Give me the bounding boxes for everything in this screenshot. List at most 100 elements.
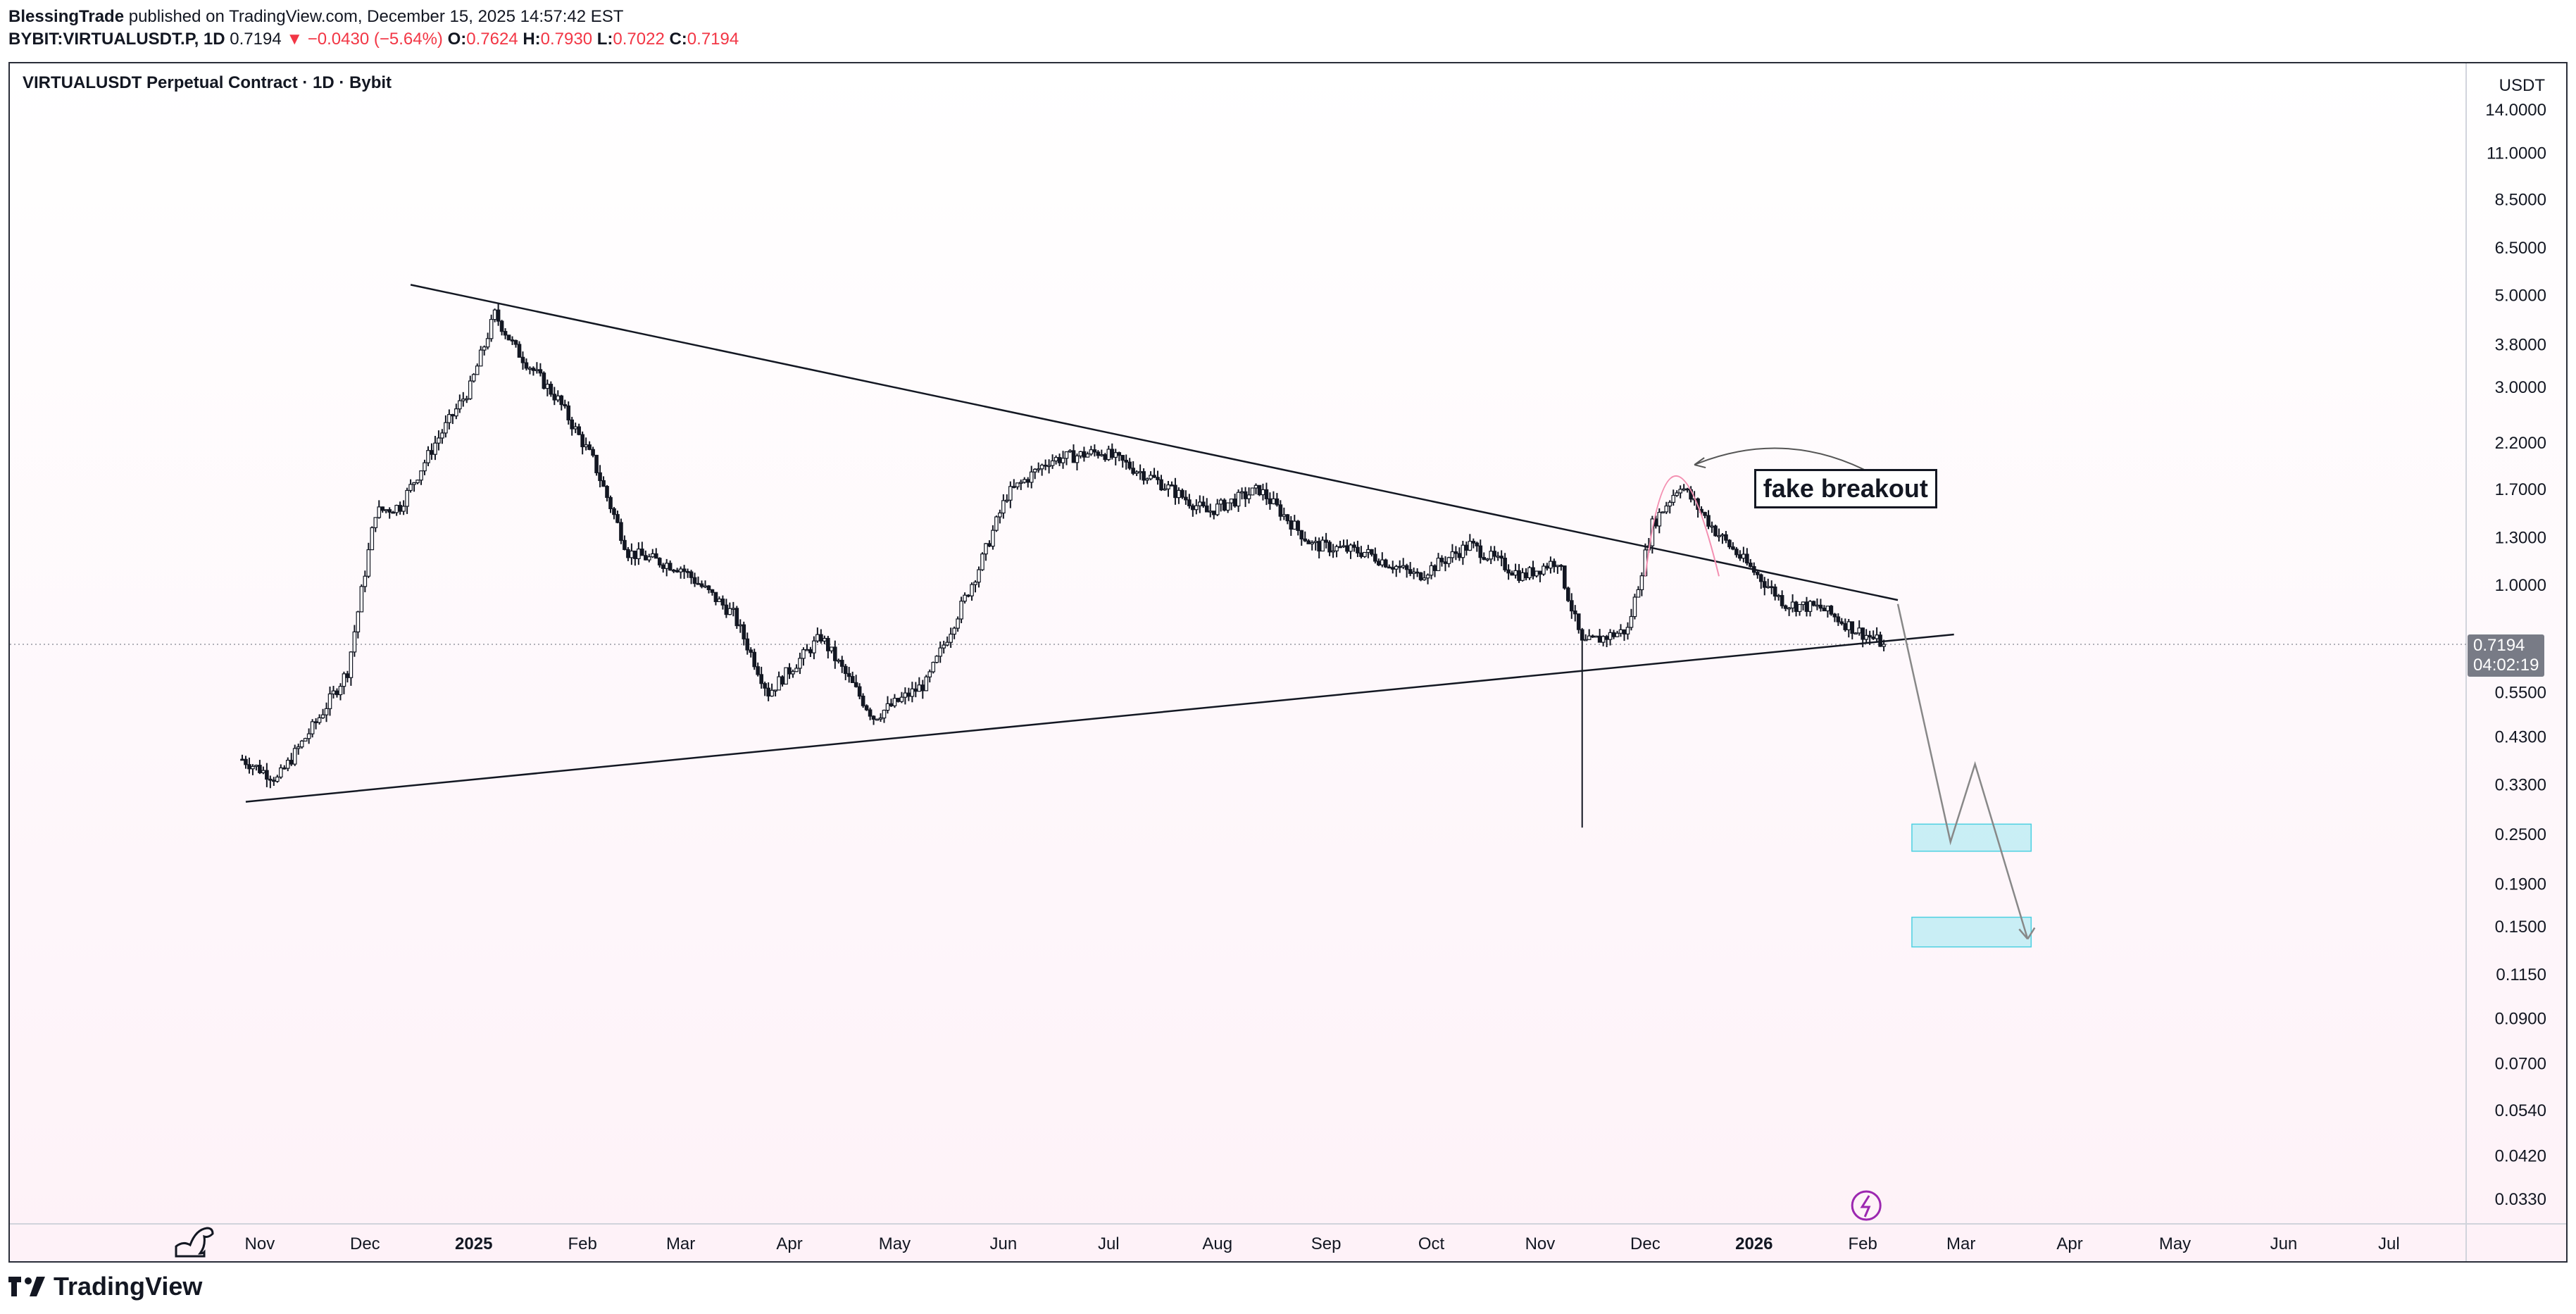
candle-body [1149, 475, 1153, 480]
candle-body [299, 740, 304, 748]
candle-body [1875, 634, 1879, 639]
candle-body [1071, 450, 1076, 463]
candle-body [1436, 558, 1441, 571]
target-zone[interactable] [1911, 823, 2032, 852]
candle-body [1868, 634, 1872, 638]
ohlc-header: BYBIT:VIRTUALUSDT.P, 1D 0.7194 ▼ −0.0430… [8, 30, 739, 49]
publish-header: BlessingTrade published on TradingView.c… [8, 7, 623, 27]
y-tick-label: 3.8000 [2495, 335, 2546, 354]
candle-body [1857, 627, 1862, 634]
y-tick-label: 3.0000 [2495, 378, 2546, 397]
candle-body [405, 489, 409, 507]
replay-icon[interactable] [1851, 1190, 1882, 1221]
candle-body [251, 765, 255, 770]
candle-body [1296, 520, 1301, 532]
candle-body [878, 717, 883, 720]
candle-body [1387, 566, 1392, 569]
candle-body [1053, 457, 1058, 462]
x-tick-label: Jul [2378, 1234, 2400, 1253]
candle-body [1597, 635, 1602, 643]
target-zone[interactable] [1911, 916, 2032, 948]
candle-body [1527, 567, 1532, 579]
tradingview-logo[interactable]: TradingView [8, 1272, 202, 1301]
candle-body [1734, 549, 1739, 556]
candle-body [527, 368, 532, 370]
candle-body [987, 543, 992, 547]
candle-body [1668, 501, 1672, 507]
candle-body [1191, 505, 1195, 511]
candle-body [1615, 632, 1620, 637]
candle-body [924, 676, 929, 692]
candle-body [1534, 570, 1539, 577]
candle-body [1327, 542, 1332, 553]
candle-body [373, 517, 378, 528]
candle-body [1166, 484, 1170, 489]
candle-body [623, 539, 627, 551]
candle-body [612, 508, 616, 515]
resistance-trendline[interactable] [410, 284, 1899, 601]
candle-body [458, 400, 462, 410]
close-value: 0.7194 [687, 30, 739, 49]
candle-body [545, 384, 550, 389]
candle-body [1745, 553, 1749, 564]
chart-pane[interactable]: 14.0000 11.0000 8.5000 6.5000 5.0000 3.8000 3.… [8, 62, 2568, 1263]
price-chart[interactable]: 14.0000 11.0000 8.5000 6.5000 5.0000 3.8000 3.… [10, 63, 2566, 1261]
candle-body [808, 649, 813, 653]
candle-body [910, 688, 915, 697]
candle-body [426, 450, 430, 463]
x-tick-label: Aug [1202, 1234, 1232, 1253]
symbol-label[interactable]: BYBIT:VIRTUALUSDT.P, 1D [8, 30, 225, 49]
candle-body [1485, 558, 1490, 561]
annotation-arrow[interactable] [1694, 447, 1874, 475]
candle-body [1804, 601, 1809, 612]
candle-body [752, 651, 757, 668]
support-trendline[interactable] [245, 633, 1954, 803]
candle-body [650, 553, 655, 558]
projection-path[interactable] [1896, 603, 2029, 939]
candle-body [829, 646, 834, 651]
candle-body [731, 608, 736, 611]
price-unit-label[interactable]: USDT [2499, 76, 2545, 95]
candle-body [1755, 572, 1760, 575]
candle-body [1808, 601, 1813, 612]
candle-body [1499, 556, 1503, 559]
candle-body [549, 384, 554, 395]
candle-body [1092, 449, 1097, 453]
candle-body [1401, 565, 1406, 568]
candle-body [517, 344, 522, 358]
candle-body [370, 527, 375, 551]
candle-body [1742, 553, 1746, 559]
fake-breakout-label[interactable]: fake breakout [1753, 468, 1937, 508]
candle-body [513, 339, 518, 345]
candle-body [1264, 489, 1269, 499]
candle-body [738, 624, 743, 627]
candle-body [1664, 505, 1669, 513]
fake-breakout-arc[interactable] [1644, 475, 1720, 577]
candle-body [1057, 457, 1062, 463]
candle-body [489, 319, 494, 339]
candle-body [475, 365, 480, 375]
author-name[interactable]: BlessingTrade [8, 7, 125, 26]
candle-body [798, 658, 802, 669]
candle-body [1815, 604, 1820, 607]
candle-body [949, 633, 953, 643]
candle-body [1117, 452, 1122, 456]
candle-body [1636, 589, 1641, 598]
candle-body [408, 484, 413, 492]
candle-body [1064, 451, 1069, 459]
candle-body [380, 506, 385, 511]
candle-body [692, 577, 697, 584]
candle-body [1587, 635, 1592, 640]
candle-body [1159, 479, 1163, 491]
candle-body [1678, 489, 1682, 494]
candle-body [991, 530, 995, 547]
candle-body [359, 586, 364, 613]
candle-body [1517, 570, 1521, 581]
y-tick-label: 0.1500 [2495, 918, 2546, 937]
candle-body [584, 444, 588, 448]
candle-body [956, 618, 960, 629]
candle-body [1373, 553, 1377, 562]
candle-body [1839, 621, 1844, 625]
candle-body [363, 575, 368, 587]
candle-body [703, 585, 708, 588]
